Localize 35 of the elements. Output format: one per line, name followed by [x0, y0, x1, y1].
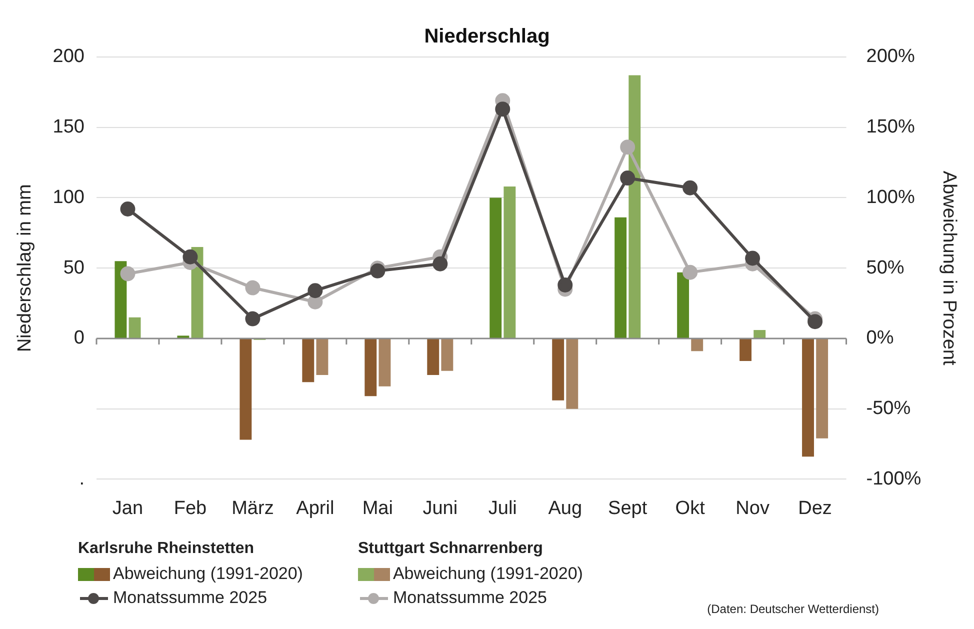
- y2-axis-title: Abweichung in Prozent: [938, 170, 960, 366]
- y-tick-label: 100: [52, 186, 84, 208]
- y2-tick-label: -50%: [866, 398, 911, 420]
- y2-tick-label: 200%: [866, 46, 915, 68]
- y2-tick-label: 150%: [866, 116, 915, 138]
- y2-tick-label: 0%: [866, 328, 894, 349]
- y2-tick-label: 50%: [866, 257, 904, 278]
- x-tick-label: Juni: [422, 498, 458, 519]
- x-tick-label: Sept: [608, 498, 648, 519]
- x-tick-label: April: [296, 498, 334, 519]
- text: (Daten: Deutscher Wetterdienst): [707, 602, 879, 616]
- y2-tick-label: 100%: [866, 186, 915, 208]
- chart-title: Niederschlag: [424, 26, 550, 48]
- x-tick-label: März: [232, 498, 274, 519]
- legend-label: Monatssumme 2025: [392, 588, 547, 608]
- y-tick-label: 200: [52, 46, 84, 68]
- y-tick-label: .: [79, 468, 84, 490]
- y-axis-title: Niederschlag in mm: [14, 184, 36, 352]
- x-tick-label: Dez: [798, 498, 832, 519]
- text: Karlsruhe Rheinstetten: [78, 540, 256, 558]
- x-tick-label: Jan: [112, 498, 144, 519]
- y-tick-label: 0: [74, 328, 84, 349]
- x-tick-label: Juli: [488, 498, 517, 519]
- legend-label: Abweichung (1991-2020): [113, 564, 303, 584]
- legend-label: Monatssumme 2025: [113, 588, 268, 608]
- x-tick-label: Nov: [736, 498, 770, 519]
- y-tick-label: 50: [63, 257, 84, 278]
- x-tick-label: Okt: [675, 498, 706, 519]
- y2-tick-label: -100%: [866, 468, 922, 490]
- x-tick-label: Feb: [174, 498, 207, 519]
- x-tick-label: Aug: [548, 498, 582, 519]
- x-tick-label: Mai: [362, 498, 393, 519]
- y-tick-label: 150: [52, 116, 84, 138]
- text: Stuttgart Schnarrenberg: [358, 540, 544, 558]
- legend-label: Abweichung (1991-2020): [392, 564, 583, 584]
